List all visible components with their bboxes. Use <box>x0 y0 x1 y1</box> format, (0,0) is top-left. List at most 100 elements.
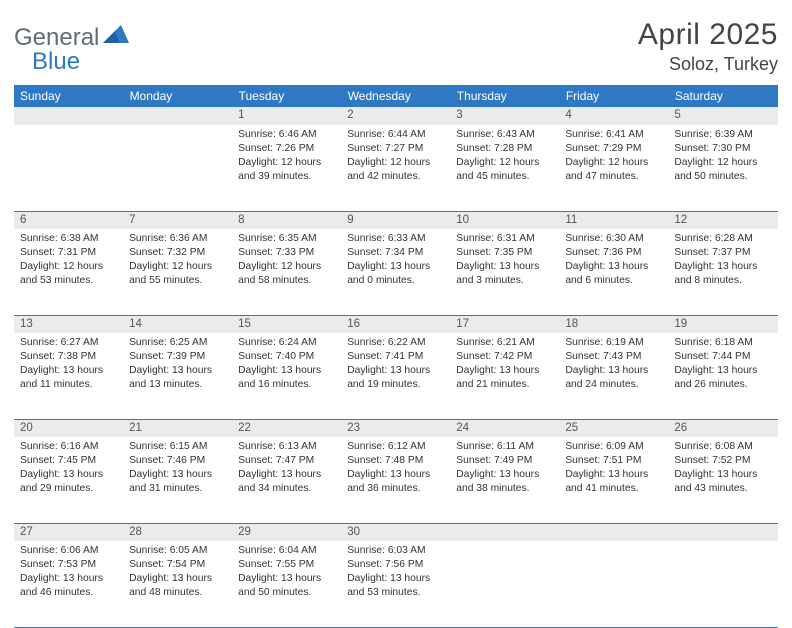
calendar-page: General April 2025 Soloz, Turkey Blue Su… <box>0 0 792 612</box>
sunrise-line: Sunrise: 6:46 AM <box>238 128 335 142</box>
sunrise-line: Sunrise: 6:43 AM <box>456 128 553 142</box>
sunset-line: Sunset: 7:32 PM <box>129 246 226 260</box>
day-cell: Sunrise: 6:28 AMSunset: 7:37 PMDaylight:… <box>668 229 777 315</box>
sunset-line: Sunset: 7:27 PM <box>347 142 444 156</box>
day-details: Sunrise: 6:11 AMSunset: 7:49 PMDaylight:… <box>450 437 559 500</box>
daylight-line: Daylight: 13 hours and 36 minutes. <box>347 468 444 496</box>
sunrise-line: Sunrise: 6:30 AM <box>565 232 662 246</box>
day-number-row: 12345 <box>14 107 778 125</box>
day-number-cell: 15 <box>232 315 341 333</box>
daylight-line: Daylight: 13 hours and 46 minutes. <box>20 572 117 600</box>
day-details: Sunrise: 6:09 AMSunset: 7:51 PMDaylight:… <box>559 437 668 500</box>
sunset-line: Sunset: 7:53 PM <box>20 558 117 572</box>
day-cell: Sunrise: 6:19 AMSunset: 7:43 PMDaylight:… <box>559 333 668 419</box>
day-details: Sunrise: 6:12 AMSunset: 7:48 PMDaylight:… <box>341 437 450 500</box>
sunrise-line: Sunrise: 6:18 AM <box>674 336 771 350</box>
daylight-line: Daylight: 13 hours and 26 minutes. <box>674 364 771 392</box>
day-cell <box>668 541 777 627</box>
sunrise-line: Sunrise: 6:35 AM <box>238 232 335 246</box>
day-header: Monday <box>123 85 232 107</box>
day-details: Sunrise: 6:13 AMSunset: 7:47 PMDaylight:… <box>232 437 341 500</box>
day-cell: Sunrise: 6:09 AMSunset: 7:51 PMDaylight:… <box>559 437 668 523</box>
day-cell: Sunrise: 6:16 AMSunset: 7:45 PMDaylight:… <box>14 437 123 523</box>
day-details: Sunrise: 6:36 AMSunset: 7:32 PMDaylight:… <box>123 229 232 292</box>
day-cell: Sunrise: 6:21 AMSunset: 7:42 PMDaylight:… <box>450 333 559 419</box>
day-cell <box>123 125 232 211</box>
day-number-cell: 21 <box>123 419 232 437</box>
day-cell: Sunrise: 6:31 AMSunset: 7:35 PMDaylight:… <box>450 229 559 315</box>
day-cell <box>450 541 559 627</box>
sunset-line: Sunset: 7:30 PM <box>674 142 771 156</box>
day-number-cell: 28 <box>123 523 232 541</box>
day-number-cell <box>668 523 777 541</box>
sunset-line: Sunset: 7:33 PM <box>238 246 335 260</box>
sunset-line: Sunset: 7:26 PM <box>238 142 335 156</box>
brand-part2-wrap: Blue <box>32 48 80 76</box>
sunset-line: Sunset: 7:44 PM <box>674 350 771 364</box>
sunset-line: Sunset: 7:49 PM <box>456 454 553 468</box>
day-details: Sunrise: 6:15 AMSunset: 7:46 PMDaylight:… <box>123 437 232 500</box>
title-block: April 2025 Soloz, Turkey <box>638 18 778 75</box>
sunset-line: Sunset: 7:47 PM <box>238 454 335 468</box>
day-number-cell <box>450 523 559 541</box>
day-details: Sunrise: 6:33 AMSunset: 7:34 PMDaylight:… <box>341 229 450 292</box>
sunrise-line: Sunrise: 6:15 AM <box>129 440 226 454</box>
day-number-cell: 4 <box>559 107 668 125</box>
sunset-line: Sunset: 7:38 PM <box>20 350 117 364</box>
day-number-cell: 14 <box>123 315 232 333</box>
sunset-line: Sunset: 7:56 PM <box>347 558 444 572</box>
day-details: Sunrise: 6:06 AMSunset: 7:53 PMDaylight:… <box>14 541 123 604</box>
sunrise-line: Sunrise: 6:24 AM <box>238 336 335 350</box>
week-row: Sunrise: 6:46 AMSunset: 7:26 PM Daylight:… <box>14 125 778 211</box>
brand-triangle-icon <box>103 25 129 48</box>
sunrise-line: Sunrise: 6:09 AM <box>565 440 662 454</box>
day-cell: Sunrise: 6:33 AMSunset: 7:34 PMDaylight:… <box>341 229 450 315</box>
sunset-line: Sunset: 7:35 PM <box>456 246 553 260</box>
daylight-line: Daylight: 13 hours and 8 minutes. <box>674 260 771 288</box>
page-title: April 2025 <box>638 18 778 52</box>
day-number-cell: 9 <box>341 211 450 229</box>
day-cell <box>14 125 123 211</box>
sunrise-line: Sunrise: 6:21 AM <box>456 336 553 350</box>
day-number-cell: 24 <box>450 419 559 437</box>
day-details: Sunrise: 6:27 AMSunset: 7:38 PMDaylight:… <box>14 333 123 396</box>
daylight-line: Daylight: 13 hours and 50 minutes. <box>238 572 335 600</box>
day-cell: Sunrise: 6:13 AMSunset: 7:47 PMDaylight:… <box>232 437 341 523</box>
daylight-line: Daylight: 12 hours and 42 minutes. <box>347 156 444 184</box>
day-cell: Sunrise: 6:24 AMSunset: 7:40 PMDaylight:… <box>232 333 341 419</box>
sunset-line: Sunset: 7:52 PM <box>674 454 771 468</box>
daylight-line: Daylight: 13 hours and 16 minutes. <box>238 364 335 392</box>
day-number-cell: 1 <box>232 107 341 125</box>
daylight-line: Daylight: 13 hours and 19 minutes. <box>347 364 444 392</box>
sunset-line: Sunset: 7:31 PM <box>20 246 117 260</box>
day-cell: Sunrise: 6:44 AMSunset: 7:27 PMDaylight:… <box>341 125 450 211</box>
daylight-line: Daylight: 13 hours and 6 minutes. <box>565 260 662 288</box>
day-number-cell: 10 <box>450 211 559 229</box>
page-header: General April 2025 Soloz, Turkey <box>14 18 778 75</box>
day-cell: Sunrise: 6:38 AMSunset: 7:31 PMDaylight:… <box>14 229 123 315</box>
day-header-row: Sunday Monday Tuesday Wednesday Thursday… <box>14 85 778 107</box>
day-number-cell: 7 <box>123 211 232 229</box>
day-details: Sunrise: 6:38 AMSunset: 7:31 PMDaylight:… <box>14 229 123 292</box>
daylight-line: Daylight: 12 hours and 50 minutes. <box>674 156 771 184</box>
day-cell: Sunrise: 6:36 AMSunset: 7:32 PMDaylight:… <box>123 229 232 315</box>
sunset-line: Sunset: 7:45 PM <box>20 454 117 468</box>
daylight-line: Daylight: 13 hours and 29 minutes. <box>20 468 117 496</box>
day-cell: Sunrise: 6:35 AMSunset: 7:33 PMDaylight:… <box>232 229 341 315</box>
brand-part2: Blue <box>32 48 80 75</box>
daylight-line: Daylight: 13 hours and 3 minutes. <box>456 260 553 288</box>
sunrise-line: Sunrise: 6:05 AM <box>129 544 226 558</box>
sunrise-line: Sunrise: 6:39 AM <box>674 128 771 142</box>
day-number-cell: 19 <box>668 315 777 333</box>
day-number-row: 20212223242526 <box>14 419 778 437</box>
daylight-line: Daylight: 13 hours and 41 minutes. <box>565 468 662 496</box>
day-number-cell: 17 <box>450 315 559 333</box>
sunrise-line: Sunrise: 6:04 AM <box>238 544 335 558</box>
sunrise-line: Sunrise: 6:22 AM <box>347 336 444 350</box>
day-cell: Sunrise: 6:43 AMSunset: 7:28 PMDaylight:… <box>450 125 559 211</box>
day-cell <box>559 541 668 627</box>
day-details: Sunrise: 6:43 AMSunset: 7:28 PMDaylight:… <box>450 125 559 188</box>
daylight-line: Daylight: 13 hours and 0 minutes. <box>347 260 444 288</box>
sunset-line: Sunset: 7:36 PM <box>565 246 662 260</box>
calendar-table: Sunday Monday Tuesday Wednesday Thursday… <box>14 85 778 628</box>
